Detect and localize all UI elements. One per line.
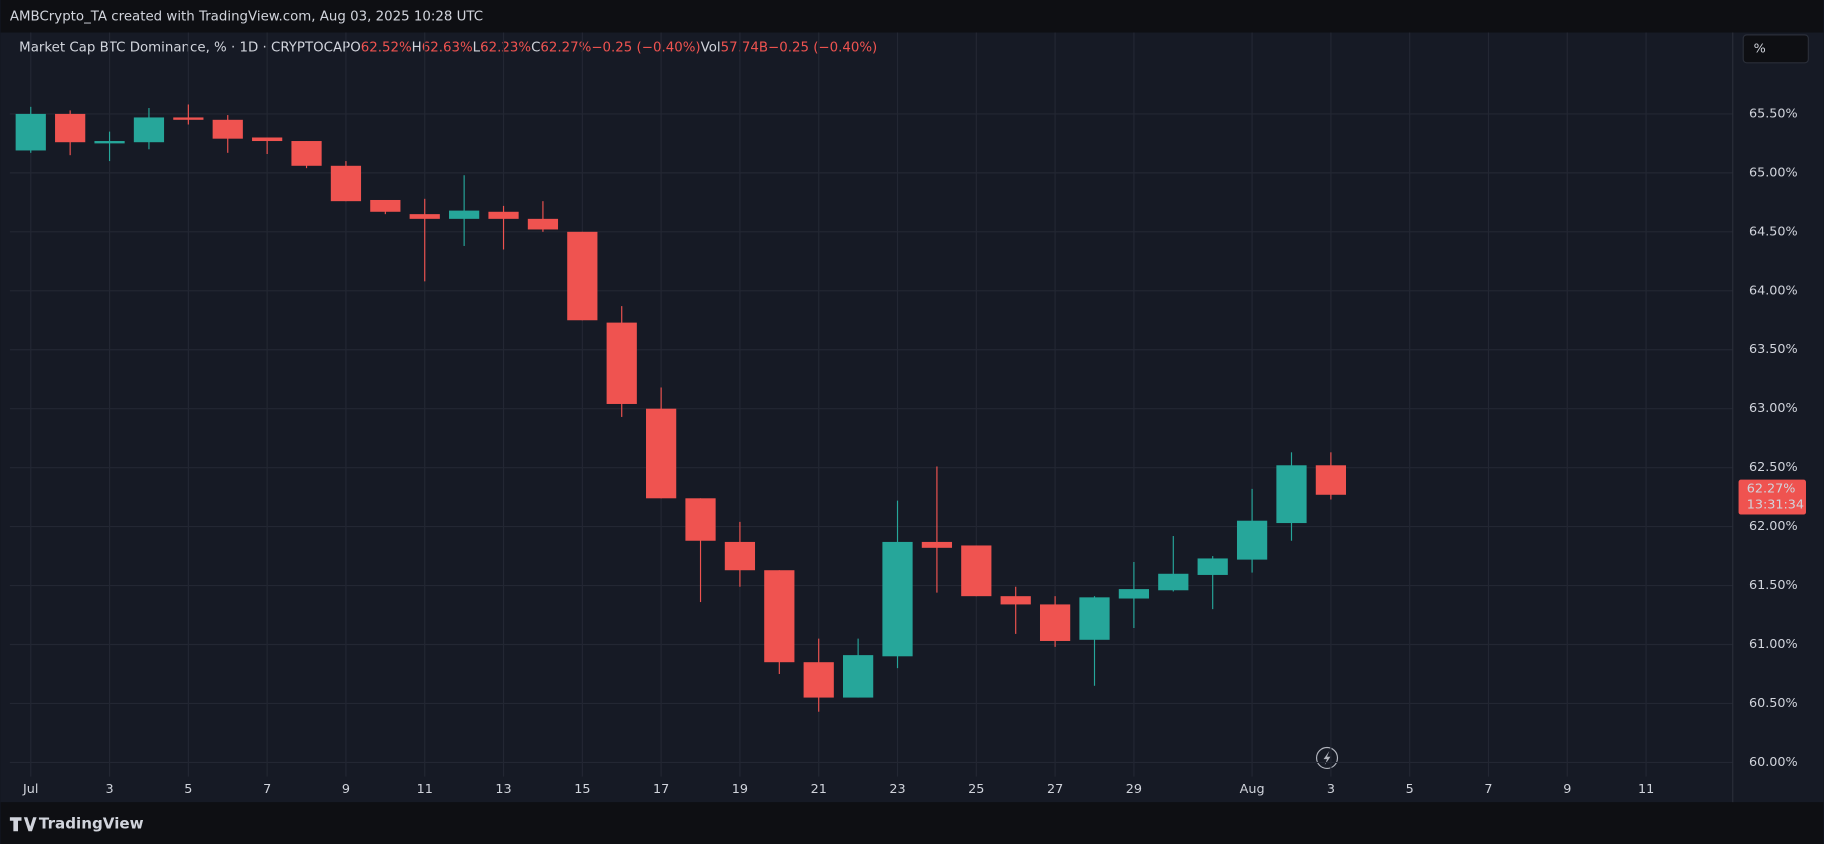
legend-key: Vol bbox=[701, 41, 721, 56]
candle-body bbox=[1276, 465, 1307, 524]
y-tick-label: 65.50% bbox=[1749, 106, 1798, 121]
candle-body bbox=[724, 541, 756, 571]
y-tick-label: 63.00% bbox=[1749, 401, 1798, 416]
y-tick-label: 64.50% bbox=[1749, 224, 1798, 239]
candle-body bbox=[409, 214, 440, 219]
x-tick-label: 27 bbox=[1047, 782, 1063, 797]
candle-body bbox=[1315, 465, 1347, 495]
x-tick-label: 11 bbox=[1638, 782, 1654, 797]
candle-body bbox=[1118, 589, 1150, 599]
candle-body bbox=[567, 231, 598, 321]
candle-body bbox=[212, 119, 243, 139]
x-tick-label: 15 bbox=[574, 782, 590, 797]
x-tick-label: Aug bbox=[1240, 782, 1265, 797]
footer-bar bbox=[0, 802, 1824, 844]
y-tick-label: 63.50% bbox=[1749, 342, 1798, 357]
x-tick-label: 17 bbox=[653, 782, 669, 797]
legend-value: 62.23% bbox=[480, 41, 531, 56]
last-price-box bbox=[1738, 479, 1806, 515]
legend-key: O bbox=[350, 41, 361, 56]
legend-key: L bbox=[473, 41, 481, 56]
countdown-label: 13:31:34 bbox=[1747, 498, 1804, 513]
candle-body bbox=[1197, 558, 1228, 575]
candle-body bbox=[173, 117, 204, 120]
last-price-label: 62.27% bbox=[1747, 481, 1796, 496]
y-tick-label: 61.50% bbox=[1749, 578, 1798, 593]
x-tick-label: 23 bbox=[889, 782, 905, 797]
legend-value: 57.74B bbox=[721, 41, 768, 56]
candle-body bbox=[449, 210, 480, 219]
y-tick-label: 61.00% bbox=[1749, 637, 1798, 652]
x-tick-label: 25 bbox=[968, 782, 984, 797]
candle-body bbox=[606, 322, 637, 404]
legend-value: 62.27% bbox=[540, 41, 591, 56]
y-tick-label: 62.50% bbox=[1749, 460, 1798, 475]
credit: AMBCrypto_TA created with TradingView.co… bbox=[10, 9, 483, 24]
x-tick-label: Jul bbox=[22, 782, 38, 797]
candle-body bbox=[685, 498, 716, 541]
candle-body bbox=[94, 141, 125, 144]
legend-key: C bbox=[531, 41, 540, 56]
x-tick-label: 11 bbox=[417, 782, 433, 797]
event-icon[interactable] bbox=[1315, 746, 1339, 770]
header-bar bbox=[0, 0, 1824, 33]
candle-body bbox=[330, 165, 362, 202]
candle-body bbox=[1236, 520, 1268, 560]
x-tick-label: 9 bbox=[342, 782, 350, 797]
legend-value: 62.52% bbox=[361, 41, 412, 56]
candle-body bbox=[1158, 573, 1189, 591]
candle-body bbox=[882, 541, 913, 657]
x-tick-label: 21 bbox=[811, 782, 827, 797]
candle-body bbox=[370, 199, 401, 212]
x-tick-label: 5 bbox=[1406, 782, 1414, 797]
candle-body bbox=[252, 137, 283, 142]
x-tick-label: 7 bbox=[1484, 782, 1492, 797]
x-tick-label: 7 bbox=[263, 782, 271, 797]
candle-body bbox=[291, 141, 322, 166]
y-tick-label: 65.00% bbox=[1749, 165, 1798, 180]
logo bbox=[9, 817, 37, 832]
candle-body bbox=[1079, 597, 1110, 640]
legend-key: H bbox=[412, 41, 422, 56]
candle-body bbox=[764, 570, 795, 663]
legend-change: −0.25 (−0.40%) bbox=[768, 41, 877, 56]
x-tick-label: 13 bbox=[495, 782, 511, 797]
event-bolt bbox=[1323, 750, 1331, 765]
x-tick-label: 3 bbox=[105, 782, 113, 797]
y-tick-label: 64.00% bbox=[1749, 283, 1798, 298]
y-tick-label: 60.50% bbox=[1749, 696, 1798, 711]
candle-body bbox=[843, 655, 874, 698]
candle-body bbox=[646, 408, 677, 499]
candle-body bbox=[527, 218, 559, 230]
legend-line: Market Cap BTC Dominance, % · 1D · CRYPT… bbox=[19, 41, 877, 56]
candle-body bbox=[133, 117, 165, 143]
y-tick-label: 60.00% bbox=[1749, 755, 1798, 770]
x-tick-label: 5 bbox=[184, 782, 192, 797]
candle-body bbox=[15, 113, 46, 151]
candle-body bbox=[1039, 604, 1071, 641]
legend-change: −0.25 (−0.40%) bbox=[591, 41, 700, 56]
x-tick-label: 19 bbox=[732, 782, 748, 797]
unit-button[interactable] bbox=[1742, 34, 1809, 64]
footer-brand: TradingView bbox=[39, 815, 144, 833]
grid bbox=[9, 32, 1733, 777]
y-tick-label: 62.00% bbox=[1749, 519, 1798, 534]
x-tick-label: 29 bbox=[1126, 782, 1142, 797]
candle-body bbox=[488, 211, 519, 219]
candle-body bbox=[921, 541, 953, 548]
unit-button-label[interactable]: % bbox=[1754, 41, 1766, 56]
legend-symbol: Market Cap BTC Dominance, % · 1D · CRYPT… bbox=[19, 41, 350, 56]
candle-body bbox=[55, 113, 86, 143]
candle-body bbox=[961, 545, 992, 597]
candle-body bbox=[1000, 596, 1031, 605]
candle-body bbox=[803, 662, 834, 698]
x-tick-label: 3 bbox=[1327, 782, 1335, 797]
legend-value: 62.63% bbox=[422, 41, 473, 56]
legend: Market Cap BTC Dominance, % · 1D · CRYPT… bbox=[19, 41, 877, 56]
x-tick-label: 9 bbox=[1563, 782, 1571, 797]
